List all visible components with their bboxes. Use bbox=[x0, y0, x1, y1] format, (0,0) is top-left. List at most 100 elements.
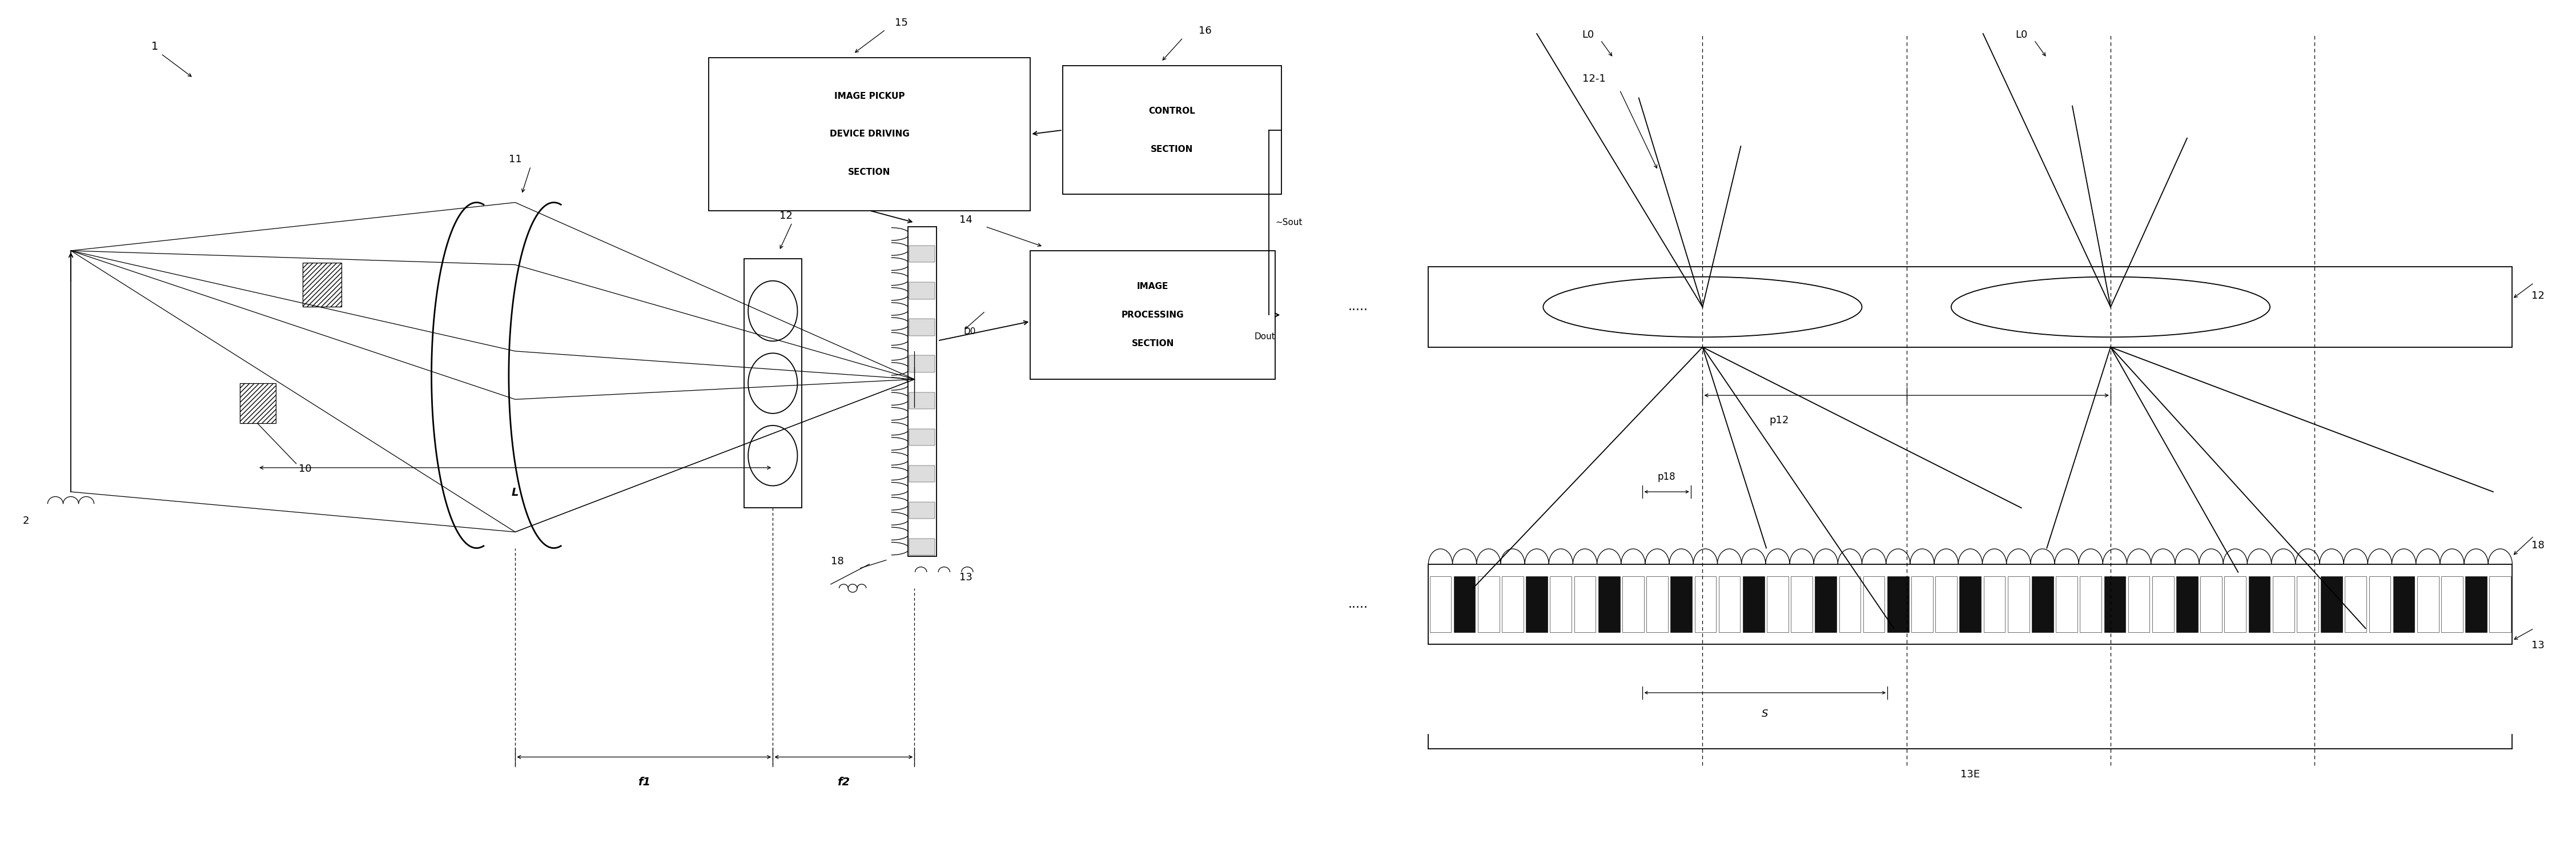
Bar bbox=[909, 428, 935, 445]
Bar bbox=[2272, 576, 2295, 633]
Text: 13E: 13E bbox=[1960, 770, 1981, 780]
Bar bbox=[1767, 576, 1788, 633]
Bar bbox=[2226, 576, 2246, 633]
Text: PROCESSING: PROCESSING bbox=[1121, 310, 1185, 319]
Bar bbox=[2465, 576, 2486, 633]
Bar bbox=[1862, 576, 1886, 633]
Bar bbox=[240, 383, 276, 423]
Text: 1: 1 bbox=[152, 41, 157, 52]
Text: .....: ..... bbox=[1347, 598, 1368, 610]
Bar bbox=[1574, 576, 1595, 633]
Bar bbox=[1695, 576, 1716, 633]
Bar bbox=[1430, 576, 1450, 633]
Text: f1: f1 bbox=[639, 776, 649, 787]
Bar bbox=[1911, 576, 1932, 633]
Bar bbox=[1669, 576, 1692, 633]
Ellipse shape bbox=[747, 426, 799, 486]
Bar bbox=[2151, 576, 2174, 633]
Bar bbox=[2298, 576, 2318, 633]
Bar bbox=[909, 319, 935, 336]
Bar bbox=[2370, 576, 2391, 633]
Text: 11: 11 bbox=[507, 154, 523, 164]
Ellipse shape bbox=[747, 353, 799, 414]
Bar bbox=[2416, 576, 2439, 633]
Bar bbox=[2393, 576, 2414, 633]
Text: 15: 15 bbox=[894, 18, 909, 28]
Bar bbox=[1030, 251, 1275, 380]
Text: SECTION: SECTION bbox=[848, 168, 891, 177]
Text: L: L bbox=[513, 487, 518, 498]
Bar bbox=[1718, 576, 1741, 633]
Ellipse shape bbox=[747, 280, 799, 341]
Bar bbox=[1064, 66, 1280, 194]
Bar bbox=[304, 262, 340, 307]
Bar bbox=[2321, 576, 2342, 633]
Bar bbox=[2442, 576, 2463, 633]
Bar bbox=[1479, 576, 1499, 633]
Bar bbox=[2488, 576, 2512, 633]
Bar bbox=[909, 539, 935, 555]
Bar bbox=[1839, 576, 1860, 633]
Bar bbox=[1623, 576, 1643, 633]
Text: DEVICE DRIVING: DEVICE DRIVING bbox=[829, 130, 909, 139]
Text: L0: L0 bbox=[1582, 30, 1595, 40]
Bar bbox=[1525, 576, 1548, 633]
Bar bbox=[909, 282, 935, 299]
Bar bbox=[1816, 576, 1837, 633]
Bar bbox=[2344, 576, 2367, 633]
Bar bbox=[2056, 576, 2076, 633]
Ellipse shape bbox=[1543, 277, 1862, 337]
Bar bbox=[2200, 576, 2223, 633]
Text: CONTROL: CONTROL bbox=[1149, 107, 1195, 115]
Bar bbox=[1888, 576, 1909, 633]
Text: 2: 2 bbox=[23, 516, 28, 526]
Text: 13: 13 bbox=[958, 572, 974, 582]
Bar bbox=[1453, 576, 1476, 633]
Bar bbox=[2128, 576, 2151, 633]
Bar bbox=[909, 356, 935, 372]
Text: 13: 13 bbox=[2532, 640, 2545, 651]
Bar bbox=[2032, 576, 2053, 633]
Bar bbox=[2249, 576, 2269, 633]
Bar bbox=[907, 227, 938, 556]
Ellipse shape bbox=[1950, 277, 2269, 337]
Text: SECTION: SECTION bbox=[1131, 339, 1175, 347]
Text: 12: 12 bbox=[2532, 291, 2545, 301]
Bar bbox=[1935, 576, 1958, 633]
Text: ~Sout: ~Sout bbox=[1275, 218, 1303, 227]
Text: D0: D0 bbox=[963, 327, 976, 336]
Bar bbox=[1502, 576, 1522, 633]
Bar bbox=[1984, 576, 2004, 633]
Text: p12: p12 bbox=[1770, 416, 1788, 426]
Bar bbox=[1960, 576, 1981, 633]
Bar bbox=[708, 58, 1030, 210]
Text: IMAGE PICKUP: IMAGE PICKUP bbox=[835, 91, 904, 100]
Bar bbox=[1427, 564, 2512, 645]
Text: S: S bbox=[1762, 709, 1767, 719]
Bar bbox=[1551, 576, 1571, 633]
Text: SECTION: SECTION bbox=[1151, 145, 1193, 154]
Text: 18: 18 bbox=[2532, 540, 2545, 551]
Bar bbox=[2007, 576, 2030, 633]
Bar bbox=[2177, 576, 2197, 633]
Bar bbox=[909, 502, 935, 519]
Text: Dout: Dout bbox=[1255, 333, 1275, 341]
Bar bbox=[744, 259, 801, 508]
Bar bbox=[1744, 576, 1765, 633]
Text: 18: 18 bbox=[829, 556, 845, 566]
Bar bbox=[1790, 576, 1814, 633]
Bar bbox=[1597, 576, 1620, 633]
Bar bbox=[909, 245, 935, 262]
Bar bbox=[2105, 576, 2125, 633]
Bar bbox=[1646, 576, 1669, 633]
Bar bbox=[909, 392, 935, 409]
Text: p18: p18 bbox=[1659, 472, 1677, 482]
Text: 10: 10 bbox=[299, 463, 312, 474]
Text: IMAGE: IMAGE bbox=[1136, 282, 1170, 291]
Bar bbox=[2079, 576, 2102, 633]
Bar bbox=[909, 465, 935, 482]
Bar bbox=[1427, 267, 2512, 347]
Text: 12-1: 12-1 bbox=[1582, 74, 1605, 84]
Text: f2: f2 bbox=[837, 776, 850, 787]
Text: 12: 12 bbox=[778, 210, 793, 221]
